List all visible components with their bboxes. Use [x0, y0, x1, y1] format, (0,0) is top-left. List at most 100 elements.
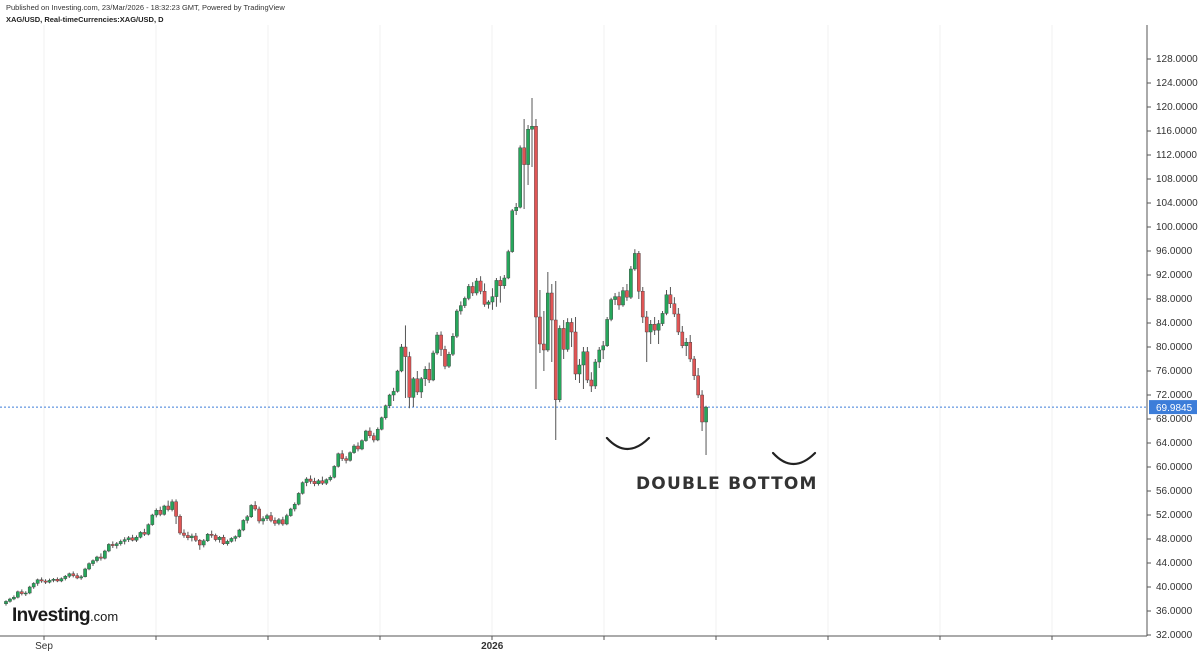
candle[interactable]	[466, 284, 471, 301]
candle[interactable]	[478, 276, 483, 295]
candle[interactable]	[431, 350, 435, 382]
candle[interactable]	[308, 475, 313, 484]
candle[interactable]	[494, 278, 499, 307]
candle[interactable]	[118, 539, 123, 546]
candle[interactable]	[103, 549, 107, 560]
candle[interactable]	[31, 582, 36, 589]
candle[interactable]	[245, 515, 250, 524]
candle[interactable]	[300, 481, 305, 495]
candle[interactable]	[178, 514, 182, 535]
candle[interactable]	[364, 429, 368, 442]
candle[interactable]	[557, 325, 562, 403]
candle[interactable]	[577, 359, 582, 383]
candle[interactable]	[680, 326, 685, 349]
candle[interactable]	[138, 531, 143, 539]
candle[interactable]	[142, 528, 147, 536]
candle[interactable]	[605, 317, 609, 347]
candle[interactable]	[253, 501, 257, 511]
candle[interactable]	[209, 530, 214, 538]
candle[interactable]	[194, 533, 198, 542]
candle[interactable]	[427, 362, 431, 383]
candle[interactable]	[75, 573, 79, 580]
candle[interactable]	[336, 452, 341, 468]
candle[interactable]	[43, 579, 48, 584]
candle[interactable]	[292, 502, 297, 512]
candle[interactable]	[107, 543, 111, 553]
candle[interactable]	[411, 377, 416, 407]
candle[interactable]	[83, 567, 87, 578]
candle[interactable]	[269, 512, 273, 523]
candle[interactable]	[617, 291, 621, 310]
candle[interactable]	[644, 311, 649, 362]
candle[interactable]	[439, 331, 443, 356]
candle[interactable]	[534, 119, 538, 389]
candle[interactable]	[213, 533, 218, 542]
candle[interactable]	[225, 539, 230, 546]
candle[interactable]	[704, 405, 708, 455]
candle[interactable]	[692, 356, 696, 380]
candle[interactable]	[273, 517, 277, 526]
candle[interactable]	[67, 572, 72, 578]
candle[interactable]	[166, 500, 170, 512]
candle[interactable]	[352, 444, 356, 454]
candle[interactable]	[324, 478, 329, 485]
candle[interactable]	[383, 404, 388, 420]
candle[interactable]	[474, 278, 479, 296]
candle[interactable]	[16, 590, 20, 599]
candle[interactable]	[455, 309, 459, 338]
candle[interactable]	[569, 318, 574, 347]
candle[interactable]	[447, 351, 451, 368]
candle[interactable]	[95, 555, 99, 563]
candle[interactable]	[344, 456, 348, 464]
candle[interactable]	[700, 390, 704, 431]
candle[interactable]	[640, 287, 645, 323]
candle[interactable]	[510, 209, 515, 253]
candle[interactable]	[451, 333, 455, 356]
candle[interactable]	[522, 119, 526, 209]
candle[interactable]	[201, 539, 206, 548]
candle[interactable]	[395, 369, 400, 393]
candle[interactable]	[676, 308, 681, 335]
candle[interactable]	[542, 311, 546, 371]
candle[interactable]	[656, 320, 661, 344]
candle[interactable]	[601, 341, 606, 359]
candle[interactable]	[561, 320, 566, 359]
candle[interactable]	[379, 416, 384, 431]
candle[interactable]	[506, 249, 511, 280]
candle[interactable]	[423, 366, 428, 386]
candle[interactable]	[110, 541, 115, 548]
candle[interactable]	[403, 325, 408, 398]
candle[interactable]	[205, 533, 210, 542]
candle[interactable]	[186, 531, 190, 541]
candle[interactable]	[672, 297, 677, 317]
candle[interactable]	[625, 284, 629, 301]
candle[interactable]	[538, 290, 542, 353]
candle[interactable]	[99, 553, 103, 561]
candle[interactable]	[419, 377, 424, 398]
candle[interactable]	[553, 281, 558, 440]
candle[interactable]	[130, 534, 135, 542]
candle[interactable]	[585, 347, 590, 383]
candle[interactable]	[514, 203, 518, 215]
candle[interactable]	[261, 516, 265, 525]
candle[interactable]	[182, 529, 186, 538]
candle[interactable]	[320, 476, 325, 485]
candle[interactable]	[664, 290, 669, 316]
candle[interactable]	[71, 571, 76, 578]
candle[interactable]	[8, 597, 12, 603]
candle[interactable]	[20, 589, 24, 596]
candle[interactable]	[170, 499, 174, 512]
candle[interactable]	[360, 439, 364, 451]
candle[interactable]	[35, 578, 40, 586]
candle[interactable]	[87, 562, 91, 571]
candle[interactable]	[174, 499, 178, 524]
candle[interactable]	[526, 125, 530, 185]
candle[interactable]	[459, 301, 463, 315]
candle[interactable]	[63, 575, 68, 581]
candle[interactable]	[375, 427, 380, 442]
candle[interactable]	[387, 393, 392, 409]
candle[interactable]	[91, 559, 95, 566]
candle[interactable]	[356, 442, 360, 452]
candle[interactable]	[4, 600, 8, 606]
